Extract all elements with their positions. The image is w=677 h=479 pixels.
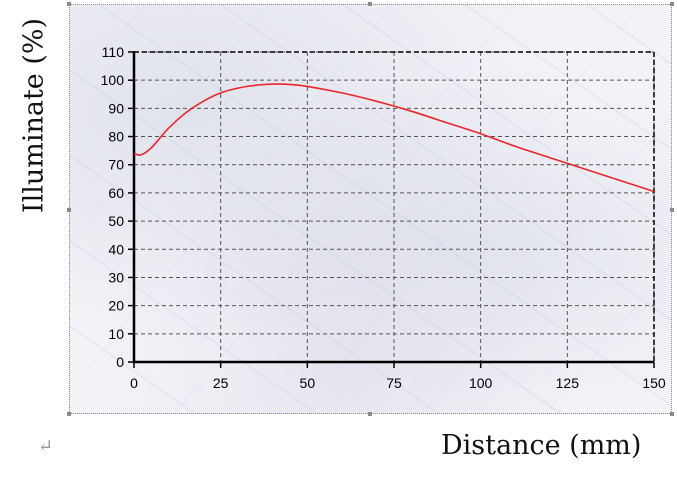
y-tick-label: 40 xyxy=(108,241,124,257)
resize-handle[interactable] xyxy=(670,208,674,212)
resize-handle[interactable] xyxy=(67,2,71,6)
paragraph-mark-icon: ↵ xyxy=(38,436,54,457)
y-tick-label: 50 xyxy=(108,213,124,229)
y-tick-label: 100 xyxy=(101,72,125,88)
y-tick-label: 0 xyxy=(116,354,124,370)
x-tick-label: 50 xyxy=(300,375,316,391)
x-tick-label: 0 xyxy=(130,375,138,391)
y-tick-label: 70 xyxy=(108,157,124,173)
resize-handle[interactable] xyxy=(67,208,71,212)
x-tick-label: 75 xyxy=(386,375,402,391)
y-tick-label: 10 xyxy=(108,326,124,342)
series-line xyxy=(133,83,655,193)
x-tick-label: 100 xyxy=(469,375,493,391)
x-tick-label: 25 xyxy=(213,375,229,391)
y-tick-label: 20 xyxy=(108,298,124,314)
y-axis-label: Illuminate (%) xyxy=(18,17,50,214)
x-tick-label: 150 xyxy=(642,375,666,391)
resize-handle[interactable] xyxy=(670,2,674,6)
resize-handle[interactable] xyxy=(670,412,674,416)
resize-handle[interactable] xyxy=(368,2,372,6)
resize-handle[interactable] xyxy=(67,412,71,416)
x-axis-label: Distance (mm) xyxy=(441,430,642,461)
y-tick-label: 110 xyxy=(102,44,125,60)
resize-handle[interactable] xyxy=(368,412,372,416)
y-tick-label: 80 xyxy=(108,129,124,145)
y-tick-label: 90 xyxy=(108,100,124,116)
x-tick-label: 125 xyxy=(556,375,580,391)
y-tick-label: 30 xyxy=(108,269,124,285)
chart-frame xyxy=(67,2,674,416)
y-tick-label: 60 xyxy=(108,185,124,201)
